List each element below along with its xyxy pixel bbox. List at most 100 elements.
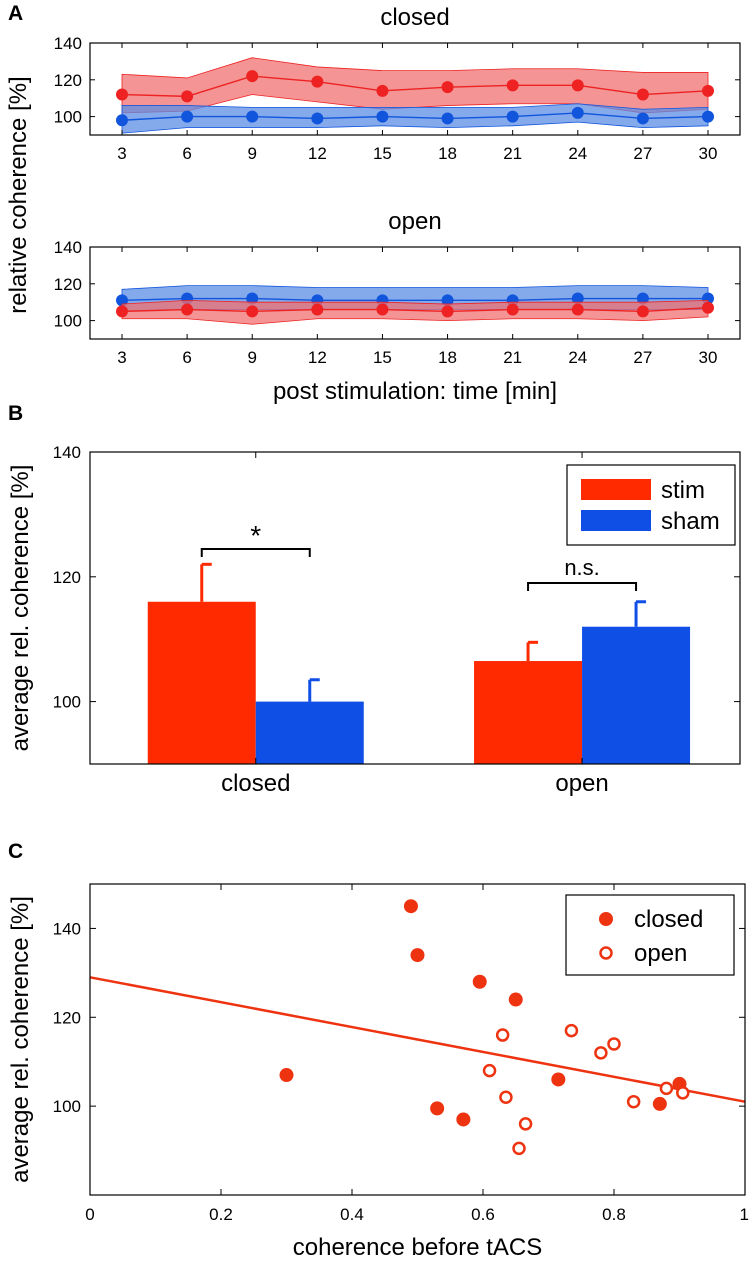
series-stim-point [116, 88, 128, 101]
series-stim-point [441, 305, 454, 318]
x-tick-label: 3 [117, 348, 126, 367]
series-sham-point [702, 110, 714, 123]
series-sham-point [246, 110, 259, 123]
category-label: open [555, 770, 608, 797]
x-tick-label: 15 [373, 348, 392, 367]
point-open [564, 1023, 579, 1038]
point-closed [279, 1068, 294, 1083]
legend-marker-open [599, 946, 613, 960]
significance-bracket [200, 548, 311, 557]
panel-letter-c: C [8, 840, 23, 863]
x-tick-label: 24 [568, 144, 587, 163]
point-closed [508, 992, 523, 1007]
series-sham-point [376, 110, 389, 123]
y-tick-label: 120 [53, 568, 81, 587]
panel-a-ylabel: relative coherence [%] [5, 76, 32, 313]
series-sham-point [636, 112, 649, 125]
series-stim-point [376, 303, 389, 316]
series-stim-point [116, 305, 128, 318]
x-tick-label: 3 [117, 144, 126, 163]
chart-title: open [388, 208, 441, 235]
series-stim-point [246, 70, 259, 83]
series-stim-point [311, 75, 324, 88]
series-stim-line [121, 75, 709, 98]
series-sham-point [571, 292, 584, 305]
series-stim-point [311, 303, 324, 316]
point-closed [652, 1096, 667, 1111]
series-stim-point [506, 79, 519, 92]
y-axis-label: average rel. coherence [%] [7, 896, 34, 1183]
axes-box [89, 451, 741, 765]
series-stim-band [121, 299, 709, 325]
x-tick-label: 21 [503, 348, 522, 367]
series-stim-point [636, 88, 649, 101]
point-open [499, 1090, 513, 1105]
panel-letter-a: A [8, 2, 23, 25]
series-sham-point [181, 110, 194, 123]
series-sham-point [571, 106, 584, 119]
y-tick-label: 100 [54, 312, 82, 331]
y-tick-label: 140 [53, 919, 81, 938]
y-tick-label: 100 [53, 1097, 81, 1116]
y-tick-label: 140 [54, 34, 82, 53]
legend-label: sham [661, 508, 720, 535]
series-stim-point [376, 84, 389, 97]
x-tick-label: 18 [438, 348, 457, 367]
point-open [495, 1028, 510, 1042]
bar-sham-open [582, 626, 691, 764]
point-open [512, 1141, 526, 1156]
point-closed [410, 948, 425, 963]
series-stim-point [571, 303, 584, 316]
x-tick-label: 30 [699, 348, 718, 367]
x-tick-label: 0.4 [340, 1205, 364, 1224]
point-closed [456, 1112, 471, 1127]
series-stim-point [702, 301, 714, 314]
x-axis-label: coherence before tACS [293, 1234, 542, 1261]
legend-label: stim [661, 477, 705, 504]
series-stim-point [441, 81, 454, 94]
x-tick-label: 6 [182, 348, 191, 367]
x-tick-label: 30 [699, 144, 718, 163]
y-tick-label: 120 [54, 71, 82, 90]
panel-b-bar-chart: closed open * n.s. 100 120 140 average rel. coh… [7, 443, 741, 797]
panel-a-open-chart: open 3 6 9 12 15 18 21 24 27 30 100 120 140 post stimu… [54, 208, 741, 405]
series-sham-point [116, 294, 128, 307]
point-open [518, 1117, 533, 1131]
series-sham-point [506, 110, 519, 123]
panel-c-scatter-chart: 0 0.2 0.4 0.6 0.8 1 100 120 140 coherence before … [7, 883, 749, 1261]
point-open [594, 1046, 608, 1060]
y-tick-label: 120 [54, 275, 82, 294]
x-tick-label: 12 [308, 348, 327, 367]
x-tick-label: 1 [740, 1205, 749, 1224]
point-open [626, 1094, 641, 1109]
point-open [482, 1063, 497, 1078]
legend-label: open [634, 940, 687, 967]
legend-box [566, 464, 736, 546]
series-sham-line [121, 297, 708, 302]
legend-label: closed [634, 906, 703, 933]
series-stim-point [181, 90, 194, 103]
point-closed [472, 974, 487, 989]
point-closed [403, 899, 418, 914]
bar-stim-closed [147, 601, 256, 764]
y-tick-label: 140 [54, 238, 82, 257]
series-stim-band [121, 57, 709, 114]
x-tick-label: 18 [438, 144, 457, 163]
panel-letter-b: B [8, 402, 23, 425]
series-sham-point [636, 292, 649, 305]
chart-title: closed [380, 4, 449, 31]
series-stim-line [121, 307, 709, 313]
legend-swatch-sham [581, 510, 651, 531]
x-tick-label: 27 [633, 348, 652, 367]
x-tick-label: 24 [568, 348, 587, 367]
point-open [659, 1081, 674, 1096]
series-sham-point [246, 292, 259, 305]
panel-a-closed-chart: closed 3 6 9 12 15 18 21 24 27 30 100 120 140 [54, 4, 741, 163]
x-axis-label: post stimulation: time [min] [273, 378, 557, 405]
point-open [676, 1086, 690, 1100]
series-stim-point [181, 303, 194, 316]
category-label: closed [221, 770, 290, 797]
series-sham-point [441, 112, 454, 125]
legend-marker-closed [599, 912, 613, 926]
